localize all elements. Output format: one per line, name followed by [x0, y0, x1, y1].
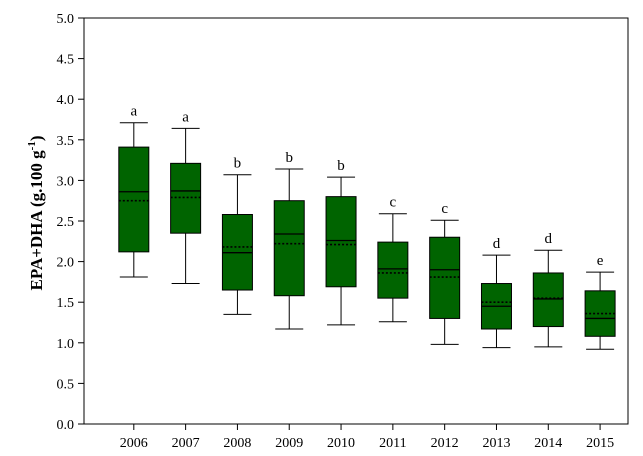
significance-letter: c	[390, 195, 397, 211]
y-tick-label: 0.5	[57, 377, 75, 392]
y-axis-title-close: )	[27, 135, 46, 141]
box-2008	[221, 174, 253, 315]
significance-letter: d	[545, 231, 553, 247]
x-tick-label: 2009	[275, 436, 303, 451]
y-axis-title-main: EPA+DHA (g.100 g	[27, 150, 46, 291]
y-tick-label: 1.5	[57, 296, 75, 311]
box-2013	[480, 254, 512, 349]
iqr-box	[118, 146, 150, 253]
iqr-box	[170, 162, 202, 234]
box-2007	[170, 127, 202, 285]
x-tick-label: 2010	[327, 436, 355, 451]
significance-letter: b	[337, 158, 345, 174]
significance-letter: c	[441, 201, 448, 217]
significance-letters: a a b b b c c d d e	[130, 104, 603, 269]
iqr-box	[273, 200, 305, 297]
y-tick-label: 2.5	[57, 215, 75, 230]
x-tick-label: 2014	[534, 436, 562, 451]
x-tick-label: 2008	[223, 436, 251, 451]
y-axis-title-superscript: -1	[26, 141, 38, 150]
iqr-box	[377, 241, 409, 299]
significance-letter: a	[182, 109, 189, 125]
x-tick-label: 2006	[120, 436, 148, 451]
box-2010	[325, 176, 357, 326]
box-2014	[532, 249, 564, 348]
y-tick-label: 1.0	[57, 337, 75, 352]
significance-letter: a	[130, 104, 137, 120]
significance-letter: b	[285, 150, 293, 166]
y-tick-label: 5.0	[57, 12, 75, 27]
iqr-box	[325, 196, 357, 288]
box-2015	[584, 271, 616, 350]
x-tick-label: 2011	[379, 436, 406, 451]
significance-letter: b	[234, 156, 242, 172]
y-tick-label: 0.0	[57, 418, 75, 433]
x-tick-label: 2013	[482, 436, 510, 451]
y-tick-label: 3.0	[57, 174, 75, 189]
box-2006	[118, 122, 150, 278]
y-tick-label: 3.5	[57, 134, 75, 149]
y-tick-label: 2.0	[57, 256, 75, 271]
box-2011	[377, 213, 409, 323]
y-axis-title: EPA+DHA (g.100 g-1)	[26, 135, 46, 290]
box-series	[118, 122, 616, 350]
y-tick-label: 4.0	[57, 93, 75, 108]
iqr-box	[532, 272, 564, 328]
y-axis: 0.0 0.5 1.0 1.5 2.0 2.5 3.0 3.5 4.0 4.5 5.0	[57, 12, 84, 433]
x-tick-label: 2015	[586, 436, 614, 451]
box-2009	[273, 168, 305, 330]
plot-frame	[83, 17, 629, 425]
x-axis: 2006 2007 2008 2009 2010 2011 2012 2013 2014 2015	[120, 424, 614, 451]
box-2012	[429, 219, 461, 345]
significance-letter: d	[493, 236, 501, 252]
iqr-box	[429, 236, 461, 319]
x-tick-label: 2007	[172, 436, 200, 451]
significance-letter: e	[597, 253, 604, 269]
x-tick-label: 2012	[431, 436, 459, 451]
y-tick-label: 4.5	[57, 53, 75, 68]
